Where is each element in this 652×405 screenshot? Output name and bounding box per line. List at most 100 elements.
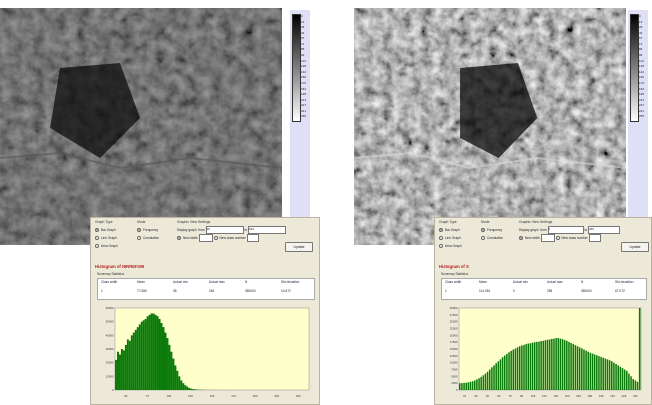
histogram-bar <box>484 373 487 390</box>
histogram-bar <box>465 382 467 390</box>
histogram-bar <box>172 358 175 390</box>
histogram-bar <box>192 389 195 390</box>
new-class-input[interactable] <box>588 234 601 242</box>
new-width-radio[interactable] <box>177 236 181 240</box>
stat-value: 360000 <box>245 289 256 293</box>
histogram-bar <box>611 361 613 390</box>
x-tick-label: 150 <box>565 394 570 398</box>
histogram-bar <box>587 351 590 390</box>
histogram-bar <box>188 387 191 390</box>
legend-tick-label: 184 <box>301 86 307 91</box>
histogram-bar <box>473 380 476 390</box>
histogram-bar <box>180 380 183 390</box>
stats-table: Class width Mean Actual min Actual max N Std … <box>441 278 647 300</box>
stat-header: N <box>245 280 248 284</box>
mode-header: Mode <box>481 220 490 224</box>
legend-tick-label: 156 <box>639 75 645 80</box>
histogram-bar <box>581 348 583 390</box>
histogram-bar <box>634 380 637 390</box>
legend-tick-label: 128 <box>301 64 307 69</box>
histogram-bar <box>521 345 523 390</box>
legend-tick-label: 142 <box>301 69 307 74</box>
stat-value: 77.580 <box>137 289 147 293</box>
histogram-window-right: Graph Type Bar Graph Line Graph Area Gra… <box>434 217 652 405</box>
to-input[interactable]: 254 <box>248 226 286 234</box>
update-button[interactable]: Update <box>285 242 313 252</box>
legend-tick-label: 57 <box>301 36 305 41</box>
y-tick-label: 15000 <box>450 347 458 351</box>
from-input[interactable]: 0 <box>547 226 584 234</box>
histogram-bar <box>471 381 474 390</box>
histogram-bar <box>461 383 463 390</box>
histogram-bar <box>621 368 624 390</box>
bar-graph-radio[interactable]: Bar Graph <box>95 226 133 234</box>
stat-header: Std deviation <box>615 280 634 284</box>
satellite-image-nir <box>0 8 282 245</box>
histogram-bar <box>152 313 155 390</box>
new-class-input[interactable] <box>246 234 259 242</box>
histogram-bar <box>142 320 145 390</box>
stat-value: 38 <box>173 289 177 293</box>
line-graph-radio[interactable]: Line Graph <box>95 234 133 242</box>
histogram-bar <box>585 350 587 390</box>
new-width-input[interactable] <box>540 234 555 242</box>
new-width-input[interactable] <box>198 234 213 242</box>
histogram-bar <box>166 338 169 390</box>
histogram-bar <box>525 344 527 390</box>
y-tick-label: 20000 <box>106 361 114 365</box>
stat-value: 1 <box>445 289 447 293</box>
histogram-bar <box>598 356 600 390</box>
cumulative-radio[interactable]: Cumulative <box>481 234 517 242</box>
histogram-bar <box>542 340 545 390</box>
bar-graph-radio[interactable]: Bar Graph <box>439 226 477 234</box>
mode-header: Mode <box>137 220 146 224</box>
y-tick-label: 27500 <box>450 313 458 317</box>
histogram-bar <box>146 316 149 390</box>
histogram-bar <box>122 350 125 390</box>
y-tick-label: 2500 <box>451 381 458 385</box>
frequency-radio[interactable]: Frequency <box>481 226 517 234</box>
y-tick-label: 10000 <box>106 374 114 378</box>
stat-value: 1 <box>101 289 103 293</box>
frequency-radio[interactable]: Frequency <box>137 226 173 234</box>
histogram-bar <box>476 379 478 390</box>
new-width-radio[interactable] <box>519 236 523 240</box>
legend-tick-label: 42 <box>301 30 305 35</box>
histogram-bar <box>596 355 598 390</box>
histogram-bar <box>516 347 519 390</box>
legend-tick-label: 71 <box>301 41 305 46</box>
histogram-bar <box>499 359 502 390</box>
histogram-bar <box>184 385 187 390</box>
to-input[interactable]: 255 <box>588 226 620 234</box>
histogram-bar <box>501 357 504 390</box>
histogram-bar <box>572 344 575 390</box>
histogram-bar <box>158 318 161 390</box>
area-graph-radio[interactable]: Area Graph <box>439 242 477 250</box>
histogram-bar <box>632 379 634 390</box>
histogram-bar <box>559 338 562 390</box>
grayscale-gradient <box>292 14 301 122</box>
histogram-bar <box>488 369 491 390</box>
update-button[interactable]: Update <box>621 242 649 252</box>
legend-scale: 0 13 28 42 57 71 85 99 113 128 142 156 170 184 198 213 2… <box>290 10 310 238</box>
summary-label: Summary Statistics <box>441 272 469 276</box>
stat-value: 0 <box>513 289 515 293</box>
histogram-bar <box>495 363 497 390</box>
histogram-bar <box>503 355 506 390</box>
histogram-bar <box>182 383 185 390</box>
legend-tick-label: 184 <box>639 86 645 91</box>
y-tick-label: 22500 <box>450 327 458 331</box>
histogram-bar <box>170 351 173 390</box>
area-graph-radio[interactable]: Area Graph <box>95 242 133 250</box>
histogram-bar <box>591 353 594 390</box>
graph-type-header: Graph Type <box>439 220 457 224</box>
line-graph-radio[interactable]: Line Graph <box>439 234 477 242</box>
histogram-bar <box>136 327 139 390</box>
histogram-title: Histogram of S <box>439 264 469 269</box>
histogram-bar <box>602 357 604 390</box>
cumulative-radio[interactable]: Cumulative <box>137 234 173 242</box>
new-class-radio[interactable] <box>555 236 560 240</box>
from-input[interactable]: 38 <box>205 226 244 234</box>
new-class-radio[interactable] <box>213 236 218 240</box>
histogram-bar <box>568 341 570 390</box>
